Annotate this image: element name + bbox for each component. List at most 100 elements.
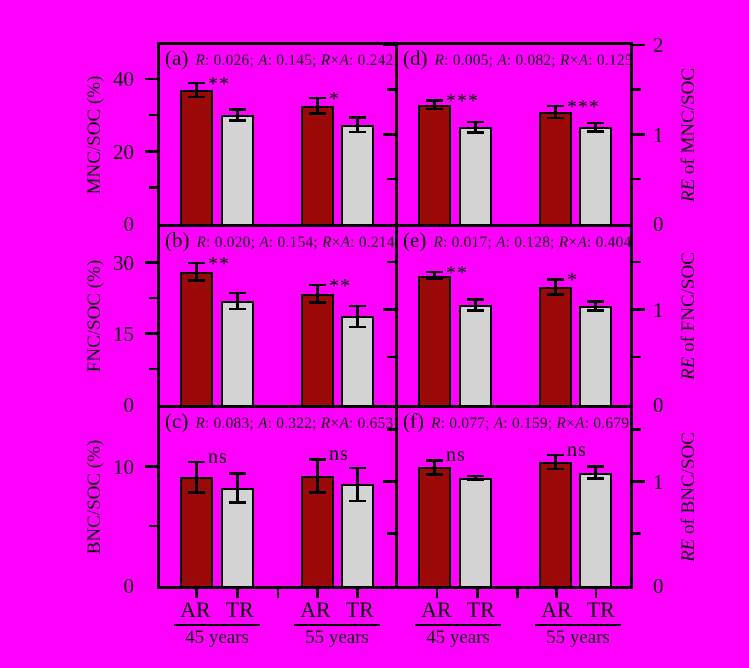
error-bar: [433, 271, 436, 280]
minor-tick-f: [633, 428, 641, 431]
panel-stats-d: R: 0.005; A: 0.082; R×A: 0.125: [434, 52, 633, 69]
error-cap-bottom: [309, 301, 326, 304]
panel-f: (f) R: 0.077; A: 0.159; R×A: 0.679 0 1 ns ns: [383, 405, 664, 597]
bar-ar-55: [539, 462, 572, 586]
x-group-1: AR TR 45 years: [162, 597, 272, 649]
error-cap-bottom: [547, 467, 564, 471]
treatment-label-tr: TR: [586, 597, 615, 622]
major-tick-a: [145, 77, 157, 81]
error-bar: [433, 460, 436, 475]
error-cap-bottom: [467, 309, 484, 312]
ytick-label-a-40: 40: [113, 67, 134, 92]
error-bar: [236, 109, 239, 121]
error-bar: [594, 466, 597, 479]
bar-tr-55: [579, 306, 612, 405]
bar-ar-45: [418, 275, 451, 405]
significance-c-group1: ns: [208, 445, 228, 468]
treatment-label-tr: TR: [225, 597, 254, 622]
x-group-treatments: AR TR: [415, 597, 501, 626]
error-cap-bottom: [188, 95, 205, 99]
bar-tr-45: [459, 305, 492, 405]
divider-tick-e: [387, 355, 395, 359]
x-group-age: 55 years: [546, 627, 610, 648]
error-cap-top: [587, 121, 604, 125]
axis-title-f: RE of BNC/SOC: [678, 432, 699, 562]
error-cap-top: [349, 304, 366, 308]
bar-tr-55: [341, 316, 374, 405]
error-cap-bottom: [349, 499, 366, 503]
error-cap-bottom: [547, 293, 564, 296]
error-cap-bottom: [349, 130, 366, 134]
significance-c-group2: ns: [329, 443, 349, 466]
ytick-label-a-20: 20: [113, 139, 134, 164]
panel-e: (e) R: 0.017; A: 0.128; R×A: 0.404 0 1 ** *: [383, 224, 664, 416]
panel-header-f: (f) R: 0.077; A: 0.159; R×A: 0.679: [403, 409, 629, 434]
ytick-label-a-0: 0: [123, 212, 135, 236]
axis-title-d: RE of MNC/SOC: [678, 67, 699, 202]
x-group-age: 55 years: [305, 627, 369, 648]
ytick-label-d-1: 1: [653, 122, 664, 147]
minor-tick-e: [633, 260, 641, 264]
divider-tick-f: [387, 532, 395, 535]
error-bar: [195, 262, 198, 281]
error-cap-top: [587, 465, 604, 468]
ytick-label-d-2: 2: [653, 33, 664, 57]
error-cap-top: [467, 298, 484, 301]
treatment-label-tr: TR: [345, 597, 374, 622]
error-cap-bottom: [188, 491, 205, 494]
error-cap-bottom: [587, 130, 604, 133]
major-tick-b: [145, 332, 157, 335]
ytick-label-b-30: 30: [113, 250, 134, 275]
divider-tick-e: [387, 260, 395, 264]
error-cap-bottom: [587, 477, 604, 480]
x-axis-tick: [195, 589, 198, 598]
panel-label-d: (d): [403, 46, 428, 70]
divider-tick-d: [387, 88, 395, 91]
error-cap-bottom: [309, 491, 326, 494]
bar-tr-45: [459, 477, 492, 586]
ytick-label-f-1: 1: [653, 469, 664, 494]
error-cap-top: [547, 278, 564, 281]
panel-header-c: (c) R: 0.083; A: 0.322; R×A: 0.653: [165, 409, 393, 434]
panel-label-e: (e): [403, 228, 427, 252]
x-group-age: 45 years: [426, 627, 490, 648]
ytick-label-f-0: 0: [653, 574, 664, 598]
error-bar: [195, 461, 198, 493]
error-cap-bottom: [426, 107, 443, 111]
x-group-treatments: AR TR: [535, 597, 621, 626]
significance-a-group1: **: [208, 72, 230, 95]
panel-b: (b) R: 0.020; A: 0.154; R×A: 0.214 0 15 30 **…: [113, 224, 395, 416]
x-axis-tick: [476, 589, 479, 598]
bar-tr-45: [221, 488, 254, 586]
minor-tick-c: [149, 524, 157, 528]
bar-tr-55: [579, 472, 612, 586]
minor-tick-d: [633, 88, 641, 91]
error-cap-top: [587, 300, 604, 303]
axis-title-c: BNC/SOC (%): [84, 439, 105, 555]
ytick-label-d-0: 0: [653, 212, 664, 236]
error-cap-top: [309, 96, 326, 100]
x-group-4: AR TR 55 years: [523, 597, 633, 649]
ytick-label-b-0: 0: [123, 393, 135, 417]
error-cap-top: [229, 472, 246, 475]
panel-header-b: (b) R: 0.020; A: 0.154; R×A: 0.214: [165, 228, 395, 253]
significance-d-group1: ***: [446, 90, 479, 113]
bar-tr-55: [579, 127, 612, 224]
error-cap-top: [309, 283, 326, 287]
ytick-label-e-0: 0: [653, 393, 664, 417]
error-cap-top: [188, 460, 205, 464]
minor-tick-b: [149, 367, 157, 371]
divider-tick-f: [387, 428, 395, 431]
major-tick-d: [633, 43, 645, 46]
error-cap-bottom: [467, 478, 484, 481]
error-cap-bottom: [188, 279, 205, 282]
bar-ar-55: [301, 105, 334, 224]
error-cap-top: [229, 291, 246, 295]
error-bar: [316, 284, 319, 303]
error-bar: [554, 105, 557, 119]
axis-title-e: RE of FNC/SOC: [678, 252, 699, 380]
x-axis-tick: [435, 589, 439, 598]
ytick-label-c-0: 0: [123, 574, 135, 598]
panel-stats-a: R: 0.026; A: 0.145; R×A: 0.242: [195, 52, 394, 69]
